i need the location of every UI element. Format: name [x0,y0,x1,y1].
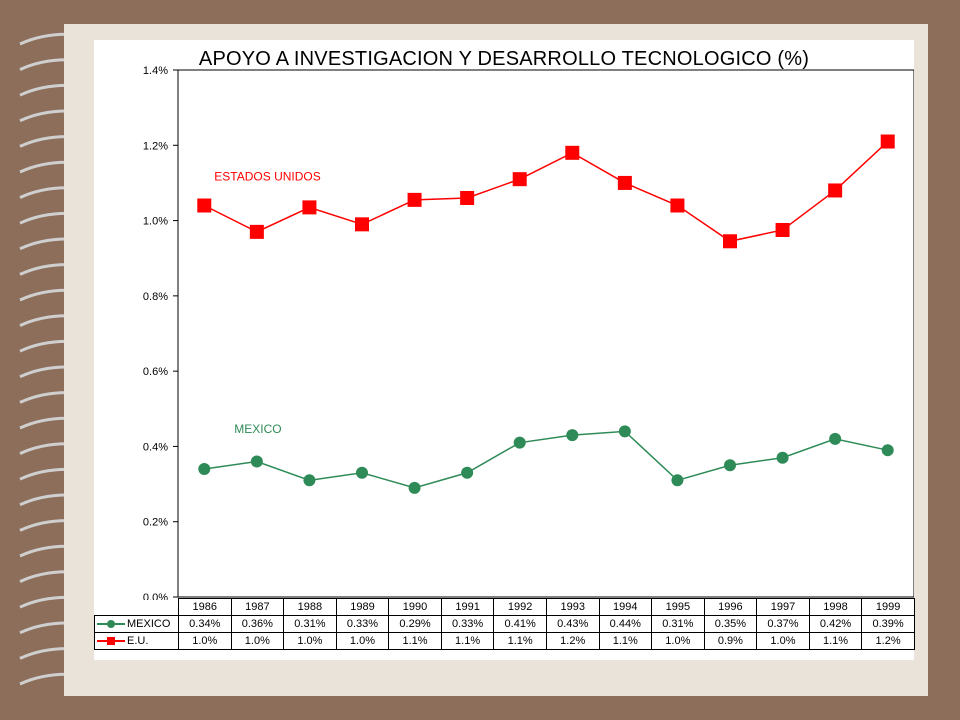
series-line-mexico [204,430,888,489]
data-point [565,145,580,160]
data-point [512,172,527,187]
data-point [407,192,422,207]
data-point [302,200,317,215]
table-cell: 0.31% [283,615,337,633]
y-tick-label: 0.0% [143,592,168,600]
y-tick-label: 0.6% [143,366,168,378]
table-cell: 0.36% [230,615,285,633]
table-row: E.U. 1.0% 1.0% 1.0% 1.0% 1.1% 1.1% 1.1% 1.2% 1.1… [94,632,915,650]
x-tick-label: 1996 [703,598,758,616]
data-point [566,429,579,442]
y-tick-label: 0.8% [143,291,168,303]
circle-marker-icon [97,619,125,629]
table-cell: 1.1% [493,632,547,650]
table-header-row: 1986 1987 1988 1989 1990 1991 1992 1993 1994 1995… [94,598,915,616]
data-point [356,466,368,479]
x-tick-label: 1992 [493,598,547,616]
x-tick-label: 1995 [651,598,705,616]
series-line-eu [203,140,889,243]
data-point [828,183,843,198]
table-cell: 0.29% [388,615,442,633]
data-point [617,175,632,190]
data-point [724,459,736,472]
data-point [880,134,895,149]
x-tick-label: 1999 [861,598,915,616]
data-point [513,436,526,449]
table-cell: 0.44% [598,615,653,633]
data-point [303,474,316,487]
table-cell: 0.34% [178,615,232,633]
data-point [881,444,894,457]
data-point [618,425,631,438]
table-cell: 0.41% [493,615,547,633]
table-cell: 1.2% [861,632,915,650]
data-point [671,474,684,487]
table-cell: 1.1% [388,632,442,650]
series-annotation-mexico: MEXICO [234,422,281,436]
chart-area: APOYO A INVESTIGACION Y DESARROLLO TECNO… [94,40,915,660]
table-cell: 0.37% [756,615,810,633]
square-marker-icon [97,636,125,646]
x-tick-label: 1988 [283,598,337,616]
series-annotation-estados-unidos: ESTADOS UNIDOS [214,170,320,184]
y-tick-label: 1.0% [143,216,168,228]
data-point [829,432,842,445]
chart-title: APOYO A INVESTIGACION Y DESARROLLO TECNO… [198,48,810,70]
data-point [775,222,790,237]
x-tick-label: 1991 [440,598,495,616]
table-cell: 0.42% [808,615,863,633]
data-point [723,234,737,249]
line-chart: 0.0% 0.2% 0.4% 0.6% 0.8% 1.0% 1.2% 1.4% ESTADOS … [143,65,914,600]
table-cell: 0.33% [335,615,390,633]
legend-entry-mexico: MEXICO [94,615,179,633]
y-tick-label: 0.2% [143,517,168,529]
table-cell: 1.0% [651,632,705,650]
table-cell: 0.9% [703,632,758,650]
series-label: MEXICO [127,618,171,630]
y-tick-label: 1.2% [143,140,168,152]
table-cell: 1.1% [598,632,653,650]
x-tick-label: 1986 [178,598,232,616]
data-point [198,463,211,476]
data-point [460,190,475,205]
y-tick-label: 0.4% [143,441,168,453]
x-tick-label: 1987 [230,598,285,616]
data-point [670,198,685,213]
data-point [776,451,789,464]
data-point [197,198,212,213]
data-point [461,466,474,479]
table-cell: 0.39% [861,615,915,633]
table-cell: 1.1% [440,632,495,650]
data-point [355,217,369,232]
table-cell: 1.0% [283,632,337,650]
plot-frame [177,69,914,598]
legend-entry-eu: E.U. [94,632,179,650]
table-cell: 0.43% [545,615,600,633]
x-tick-label: 1993 [545,598,600,616]
table-cell: 1.1% [808,632,863,650]
table-cell: 1.0% [335,632,390,650]
x-tick-label: 1994 [598,598,653,616]
y-tick-label: 1.4% [143,65,168,77]
table-row: MEXICO 0.34% 0.36% 0.31% 0.33% 0.29% 0.33% 0.4… [94,615,915,633]
data-point [408,481,421,494]
table-cell: 0.31% [651,615,705,633]
table-cell: 1.2% [545,632,600,650]
x-tick-label: 1998 [808,598,863,616]
table-corner [94,598,179,616]
table-cell: 1.0% [756,632,810,650]
table-cell: 0.33% [440,615,495,633]
table-cell: 1.0% [230,632,285,650]
table-cell: 0.35% [703,615,758,633]
data-point [249,224,264,239]
x-tick-label: 1990 [388,598,442,616]
x-tick-label: 1989 [335,598,390,616]
series-label: E.U. [127,635,149,647]
x-tick-label: 1997 [756,598,810,616]
table-cell: 1.0% [178,632,232,650]
data-table: 1986 1987 1988 1989 1990 1991 1992 1993 1994 1995… [94,598,915,650]
data-point [250,455,263,468]
